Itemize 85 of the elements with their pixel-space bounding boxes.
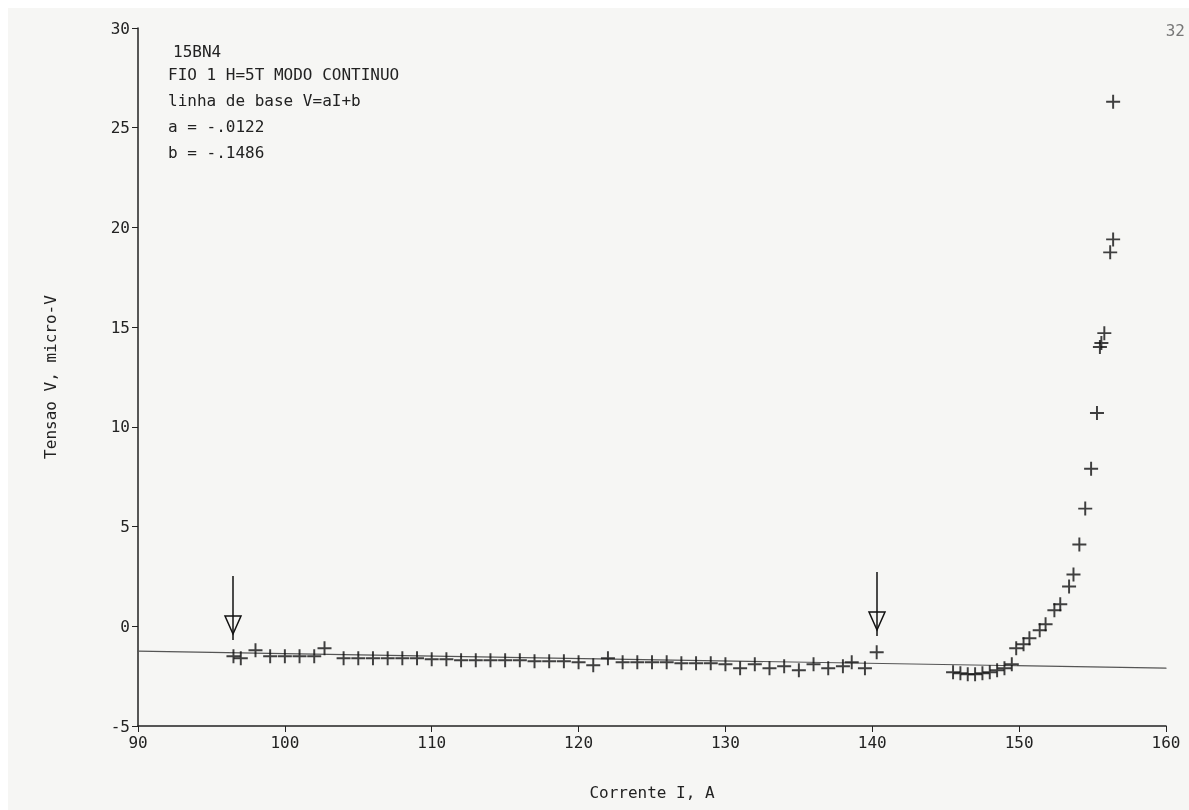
point — [630, 655, 645, 670]
annotation: FIO 1 H=5T MODO CONTINUO — [168, 64, 400, 84]
point — [703, 656, 718, 671]
point — [615, 655, 630, 670]
point — [777, 659, 792, 674]
annotation: a = -.0122 — [168, 116, 265, 136]
point — [600, 651, 615, 666]
x-tick-label: 160 — [1151, 732, 1181, 752]
point — [365, 651, 380, 666]
point — [512, 653, 527, 668]
point — [844, 655, 859, 670]
point — [1097, 326, 1112, 341]
point — [689, 656, 704, 671]
point — [498, 653, 513, 668]
point — [659, 655, 674, 670]
point — [791, 663, 806, 678]
point — [982, 665, 997, 680]
point — [336, 651, 351, 666]
point — [1004, 657, 1019, 672]
point — [226, 649, 241, 664]
point — [556, 654, 571, 669]
point — [483, 653, 498, 668]
y-tick-label: 5 — [120, 517, 130, 537]
point — [997, 661, 1012, 676]
point — [571, 655, 586, 670]
point — [424, 652, 439, 667]
point — [233, 651, 248, 666]
x-tick-label: 140 — [857, 732, 887, 752]
point — [857, 661, 872, 676]
x-axis-title: Corrente I, A — [589, 782, 715, 802]
annotation: b = -.1486 — [168, 142, 265, 162]
point — [1106, 94, 1121, 109]
point — [277, 649, 292, 664]
annotation: 32 — [1165, 20, 1185, 40]
y-tick-label: 10 — [110, 417, 130, 437]
x-tick-label: 100 — [270, 732, 300, 752]
point — [1022, 631, 1037, 646]
y-tick-label: 15 — [110, 317, 130, 337]
y-tick-label: 25 — [110, 118, 130, 138]
point — [380, 651, 395, 666]
point — [1038, 617, 1053, 632]
point — [1103, 245, 1118, 260]
point — [806, 657, 821, 672]
point — [1009, 641, 1024, 656]
point — [439, 652, 454, 667]
point — [1106, 232, 1121, 247]
point — [733, 661, 748, 676]
point — [586, 658, 601, 673]
point — [542, 654, 557, 669]
x-tick-label: 150 — [1004, 732, 1034, 752]
point — [468, 653, 483, 668]
point — [292, 649, 307, 664]
point — [821, 661, 836, 676]
point — [1084, 461, 1099, 476]
x-tick-label: 120 — [564, 732, 594, 752]
point — [1072, 537, 1087, 552]
point — [835, 659, 850, 674]
y-tick-label: 20 — [110, 217, 130, 237]
point — [351, 651, 366, 666]
point — [1066, 567, 1081, 582]
x-tick-label: 130 — [710, 732, 740, 752]
point — [674, 656, 689, 671]
point — [263, 649, 278, 664]
point — [307, 649, 322, 664]
point — [990, 663, 1005, 678]
point — [747, 657, 762, 672]
y-tick-label: -5 — [110, 716, 130, 736]
point — [645, 655, 659, 670]
point — [1062, 579, 1077, 594]
point — [1089, 405, 1104, 420]
point — [395, 651, 410, 666]
point — [1078, 501, 1093, 516]
point — [1094, 336, 1109, 351]
y-tick-label: 30 — [110, 18, 130, 38]
point — [869, 645, 884, 660]
y-axis-title: Tensao V, micro-V — [40, 294, 60, 459]
point — [410, 651, 425, 666]
point — [1053, 597, 1068, 612]
x-tick-label: 110 — [417, 732, 447, 752]
point — [718, 657, 733, 672]
point — [454, 653, 469, 668]
x-tick-label: 90 — [128, 732, 148, 752]
text: 15BN4 — [173, 41, 222, 61]
annotation: linha de base V=aI+b — [168, 90, 361, 110]
y-tick-label: 0 — [120, 616, 130, 636]
